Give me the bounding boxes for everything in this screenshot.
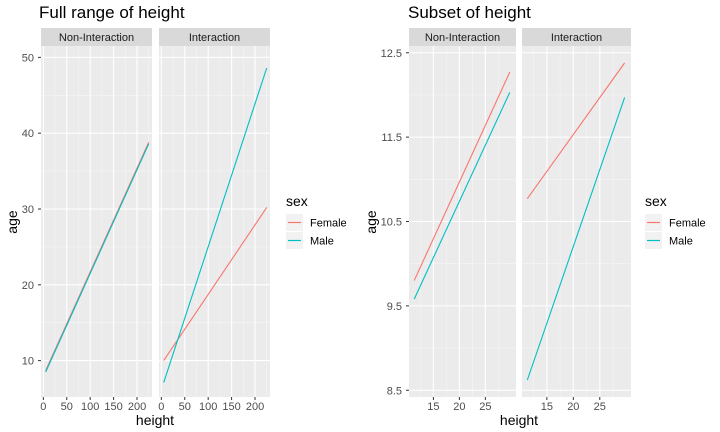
facet-strip-label: Non-Interaction: [425, 32, 500, 44]
x-axis-title: height: [500, 412, 538, 428]
x-tick-label: 200: [246, 401, 264, 413]
series-line-male: [163, 67, 268, 383]
y-tick-label: 12.5: [381, 48, 402, 60]
series-line-female: [526, 62, 626, 200]
facet-strip-label: Interaction: [551, 32, 602, 44]
facet-strip: [159, 28, 270, 46]
legend-label: Female: [310, 218, 347, 230]
x-tick-label: 150: [104, 401, 122, 413]
x-tick-label: 200: [128, 401, 146, 413]
panel-background: [41, 46, 152, 397]
chart-title: Subset of height: [408, 3, 531, 22]
series-line-female: [413, 71, 511, 281]
y-tick-label: 11.5: [381, 132, 402, 144]
facet-panel: Non-Interaction 0 50 100 150 200: [40, 28, 152, 413]
x-tick-label: 50: [179, 401, 191, 413]
x-tick-label: 25: [594, 401, 606, 413]
y-tick-label: 8.5: [387, 385, 402, 397]
x-tick-label: 20: [453, 401, 465, 413]
panel-background: [159, 46, 270, 397]
x-tick-label: 15: [541, 401, 553, 413]
legend-title: sex: [645, 193, 667, 209]
facet-strip: [409, 28, 516, 46]
x-tick-label: 100: [199, 401, 217, 413]
facet-strip: [41, 28, 152, 46]
facet-strip: [522, 28, 631, 46]
x-tick-label: 150: [222, 401, 240, 413]
x-tick-label: 20: [567, 401, 579, 413]
x-tick-label: 15: [427, 401, 439, 413]
facet-panel: Interaction 0 50 100 150 200: [158, 28, 270, 413]
y-tick-label: 50: [22, 52, 34, 64]
x-tick-label: 50: [61, 401, 73, 413]
series-line-female: [45, 142, 150, 371]
y-axis-title: age: [363, 210, 379, 234]
series-line-male: [413, 92, 511, 300]
chart-1: Full range of height Non-Interaction 0 50 10…: [4, 3, 347, 428]
y-tick-label: 9.5: [387, 301, 402, 313]
x-tick-label: 0: [40, 401, 46, 413]
facet-strip-label: Non-Interaction: [59, 32, 134, 44]
facet-strip-label: Interaction: [189, 32, 240, 44]
x-tick-label: 0: [158, 401, 164, 413]
facet-panel: Interaction 15 20 25: [522, 28, 631, 413]
series-line-male: [45, 143, 150, 373]
x-tick-label: 100: [81, 401, 99, 413]
y-tick-label: 10: [22, 356, 34, 368]
y-tick-label: 10.5: [381, 217, 402, 229]
y-tick-label: 40: [22, 128, 34, 140]
y-tick-label: 20: [22, 280, 34, 292]
legend-title: sex: [286, 193, 308, 209]
y-axis-title: age: [4, 210, 20, 234]
x-tick-label: 25: [479, 401, 491, 413]
legend-label: Female: [669, 218, 706, 230]
series-line-male: [526, 97, 626, 381]
chart-title: Full range of height: [39, 3, 185, 22]
facet-panel: Non-Interaction 15 20 25: [409, 28, 516, 413]
legend-label: Male: [669, 236, 693, 248]
y-tick-label: 30: [22, 204, 34, 216]
series-line-female: [163, 207, 268, 361]
legend-label: Male: [310, 236, 334, 248]
x-axis-title: height: [136, 412, 174, 428]
